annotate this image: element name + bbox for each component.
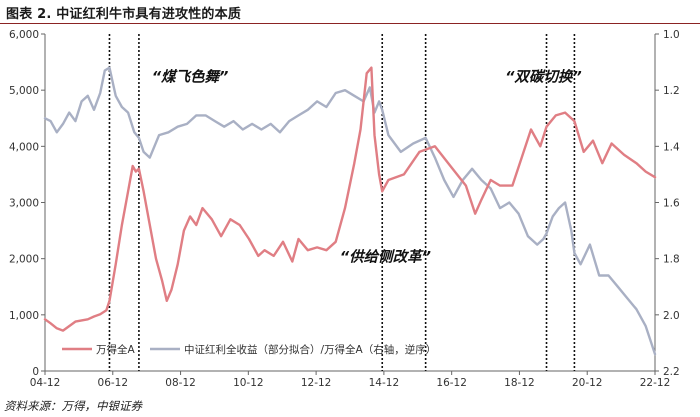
title-divider <box>0 23 700 24</box>
annotation-label: “双碳切换” <box>505 69 582 86</box>
x-tick-label: 18-12 <box>504 377 535 389</box>
series-wind-all-a <box>43 66 657 332</box>
right-tick-label: 1.8 <box>663 254 680 266</box>
left-tick-label: 2,000 <box>9 254 39 266</box>
chart-svg: 0 1,000 2,000 3,000 4,000 5,000 6,000 1.0 1.2 1.4… <box>9 29 680 389</box>
right-tick-label: 1.0 <box>663 29 680 41</box>
x-tick-label: 20-12 <box>572 377 603 389</box>
x-tick-label: 06-12 <box>98 377 129 389</box>
source-note: 资料来源：万得，中银证券 <box>4 399 142 413</box>
left-tick-label: 3,000 <box>9 198 39 210</box>
series-dividend-ratio <box>43 66 657 356</box>
left-tick-label: 1,000 <box>9 310 39 322</box>
x-tick-label: 04-12 <box>30 377 61 389</box>
annotation-label: “煤飞色舞” <box>152 69 229 86</box>
x-tick-label: 12-12 <box>301 377 332 389</box>
legend-label-dividend-ratio: 中证红利全收益（部分拟合）/万得全A（右轴，逆序） <box>184 343 436 356</box>
legend-label-wind-all-a: 万得全A <box>96 343 135 356</box>
annotations-group: “煤飞色舞” “供给侧改革” “双碳切换” <box>152 69 582 266</box>
right-tick-label: 2.2 <box>663 366 680 378</box>
right-tick-label: 2.0 <box>663 310 680 322</box>
series-group <box>43 66 657 356</box>
axes-group: 0 1,000 2,000 3,000 4,000 5,000 6,000 1.0 1.2 1.4… <box>9 29 680 389</box>
event-lines-group <box>108 34 576 371</box>
annotation-label: “供给侧改革” <box>340 248 431 265</box>
left-tick-label: 0 <box>32 366 39 378</box>
right-tick-label: 1.2 <box>663 85 680 97</box>
x-tick-label: 16-12 <box>436 377 467 389</box>
x-tick-label: 14-12 <box>369 377 400 389</box>
left-tick-label: 4,000 <box>9 141 39 153</box>
right-tick-label: 1.6 <box>663 198 680 210</box>
x-tick-label: 10-12 <box>233 377 264 389</box>
chart-title: 图表 2. 中证红利牛市具有进攻性的本质 <box>6 7 242 22</box>
left-tick-label: 5,000 <box>9 85 39 97</box>
legend-group: 万得全A 中证红利全收益（部分拟合）/万得全A（右轴，逆序） <box>62 343 436 356</box>
x-tick-label: 22-12 <box>640 377 671 389</box>
x-tick-label: 08-12 <box>165 377 196 389</box>
right-tick-label: 1.4 <box>663 141 680 153</box>
left-tick-label: 6,000 <box>9 29 39 41</box>
